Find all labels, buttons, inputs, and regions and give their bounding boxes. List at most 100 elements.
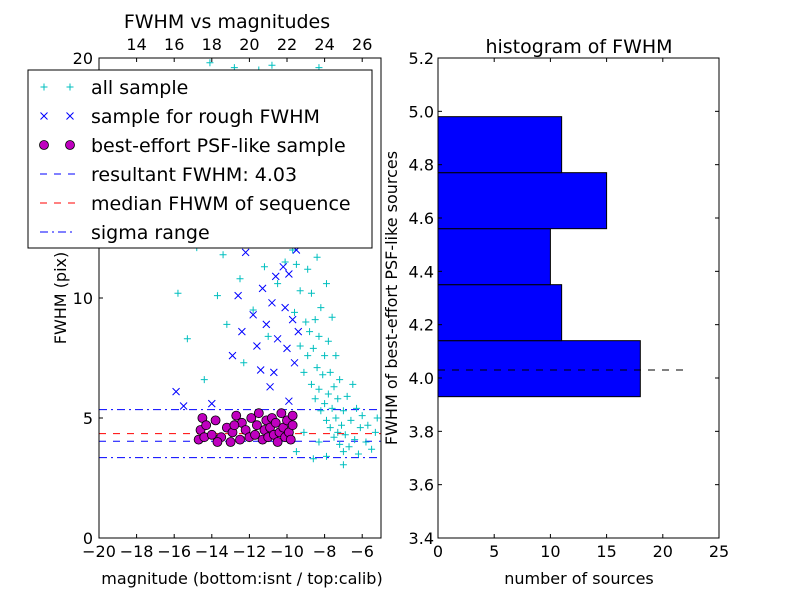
all-sample-point [334, 428, 342, 436]
x-tick-label: 10 [540, 542, 560, 561]
rough-fwhm-sample-point [294, 327, 303, 336]
legend-entry: all sample [40, 77, 188, 99]
rough-fwhm-sample-point [249, 310, 258, 319]
all-sample-point [326, 424, 334, 432]
all-sample-point [349, 380, 357, 388]
rough-fwhm-sample-point [241, 248, 250, 257]
legend-label: median FHWM of sequence [91, 193, 351, 215]
histogram-y-axis-label: FWHM of best-effort PSF-like sources [382, 151, 401, 445]
all-sample-point [373, 414, 381, 422]
x-tick-label: 25 [709, 542, 729, 561]
all-sample-point [321, 352, 329, 360]
legend-label: all sample [91, 77, 188, 99]
legend-marker-swatch [40, 112, 48, 120]
all-sample-point [354, 450, 362, 458]
rough-fwhm-sample-point [253, 342, 261, 350]
all-sample-point [317, 304, 325, 312]
scatter-x-axis-label: magnitude (bottom:isnt / top:calib) [101, 569, 382, 588]
legend-entry: resultant FWHM: 4.03 [40, 164, 297, 186]
x-tick-label: −8 [313, 542, 337, 561]
all-sample-point [339, 461, 347, 469]
rough-fwhm-sample-point [269, 368, 278, 377]
histogram-x-axis-label: number of sources [504, 569, 654, 588]
scatter-y-axis-label: FWHM (pix) [51, 252, 70, 345]
all-sample-point [332, 352, 340, 360]
psf-like-sample-point [287, 420, 298, 431]
all-sample-point [304, 265, 312, 273]
rough-fwhm-sample-point [285, 270, 293, 278]
all-sample-point [296, 287, 304, 295]
rough-fwhm-sample-point [172, 387, 180, 396]
psf-like-sample-point [210, 415, 221, 426]
all-sample-point [291, 308, 299, 316]
all-sample-point [249, 306, 257, 314]
top-tick-label: 20 [239, 35, 259, 54]
all-sample-point [339, 407, 347, 415]
all-sample-point [356, 424, 364, 432]
top-tick-label: 16 [164, 35, 184, 54]
psf-like-sample-point [206, 429, 217, 440]
psf-like-sample-point [235, 434, 245, 445]
all-sample-point [307, 380, 315, 388]
scatter-frame [98, 57, 382, 539]
top-tick-label: 18 [202, 35, 222, 54]
x-tick-label: 5 [489, 542, 499, 561]
top-tick-label: 22 [277, 35, 297, 54]
histogram-bar [438, 284, 563, 342]
all-sample-point [322, 452, 330, 460]
top-tick-label: 14 [126, 35, 146, 54]
legend-label: sigma range [91, 222, 210, 244]
psf-like-sample-point [231, 410, 242, 421]
scatter-panel: −20 −18 −16 −14 −12 −10 −8 −6 0 5 10 20 14 16 18 20 22 24… [27, 11, 383, 588]
psf-like-sample-point [250, 429, 260, 440]
all-sample-point [317, 407, 325, 415]
histogram-axes: 0 5 10 15 20 25 3.4 3.6 3.8 4.0 4.2 4.4 4.6 4.8 5.0 5.2 [409, 49, 730, 561]
x-tick-label: −18 [120, 542, 154, 561]
psf-like-sample-point [287, 410, 298, 421]
rough-fwhm-sample-point [279, 262, 288, 271]
all-sample-point [174, 289, 182, 297]
rough-fwhm-sample-point [268, 298, 276, 307]
psf-like-sample-point [253, 408, 264, 419]
all-sample-point [236, 275, 244, 283]
all-sample-point [322, 280, 330, 288]
legend-marker-swatch [66, 112, 74, 120]
all-sample-point [330, 383, 338, 391]
all-sample-point [219, 251, 227, 259]
all-sample-point [351, 436, 359, 444]
psf-like-sample-point [229, 420, 240, 431]
all-sample-point [338, 421, 346, 429]
all-sample-point [313, 364, 321, 372]
rough-fwhm-sample-point [258, 284, 267, 293]
all-sample-point [324, 390, 332, 398]
all-sample-point [264, 332, 272, 340]
rough-fwhm-sample-point [288, 315, 297, 324]
rough-fwhm-sample-point [179, 402, 188, 410]
psf-like-sample-point [272, 437, 283, 447]
all-sample-point [307, 289, 315, 297]
all-sample-point [300, 368, 308, 376]
all-sample-point [332, 414, 340, 422]
y-tick-label: 3.4 [409, 529, 434, 548]
legend-marker-swatch [65, 140, 75, 150]
all-sample-point [319, 371, 327, 379]
psf-like-sample-point [225, 437, 236, 447]
all-sample-point [309, 455, 317, 463]
all-sample-point [364, 421, 372, 429]
legend: all sample sample for rough FWHM best-effo… [27, 69, 373, 249]
all-sample-point [296, 342, 304, 350]
histogram-bar [438, 228, 551, 286]
all-sample-point [322, 416, 330, 424]
all-sample-point [309, 344, 317, 352]
all-sample-point [206, 59, 214, 67]
all-sample-point [321, 400, 329, 408]
y-tick-label: 3.6 [409, 476, 434, 495]
all-sample-point [334, 395, 342, 403]
psf-like-sample-point [246, 413, 257, 423]
histogram-bar [438, 172, 608, 230]
all-sample-point [336, 376, 344, 384]
all-sample-point [343, 392, 351, 400]
rough-fwhm-sample-point [207, 399, 216, 408]
